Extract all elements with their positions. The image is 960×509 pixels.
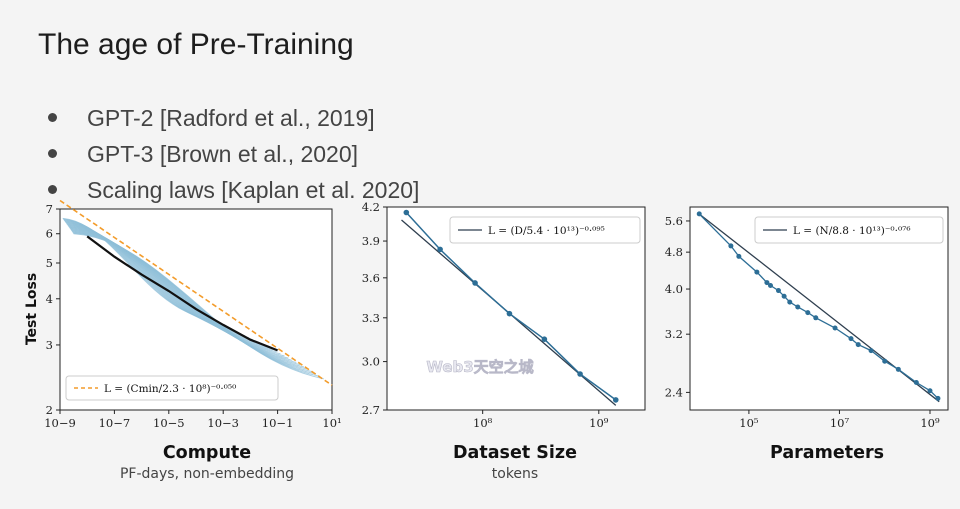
dataset-point: [612, 397, 619, 403]
parameters-y-tick-label: 4.8: [665, 245, 683, 259]
compute-y-tick-label: 4: [46, 292, 53, 306]
parameters-legend-text: L = (N/8.8 · 10¹³)⁻⁰·⁰⁷⁶: [793, 225, 911, 237]
parameters-point: [728, 243, 734, 249]
compute-learning-curve: [73, 233, 324, 380]
parameters-point: [787, 299, 793, 305]
parameters-point: [935, 395, 941, 401]
parameters-y-tick-label: 2.4: [665, 385, 683, 399]
parameters-point: [848, 336, 854, 342]
compute-legend-box: [65, 375, 279, 401]
parameters-y-tick-label: 4.0: [665, 282, 683, 296]
bullet-list: GPT-2 [Radford et al., 2019] GPT-3 [Brow…: [48, 102, 419, 210]
compute-frontier-line: [86, 235, 279, 352]
parameters-point: [913, 380, 919, 386]
dataset-chart: 10⁸ 10⁹ 4.2 3.9 3.6 3.3 3.0 2.7 L = (D/5.4 · 10…: [362, 200, 646, 482]
compute-x-label: Compute: [163, 443, 251, 463]
dataset-y-tick-label: 3.9: [362, 234, 380, 248]
watermark: Web3天空之城: [426, 358, 533, 376]
compute-y-tick-label: 3: [46, 338, 53, 352]
bullet-dot-icon: [48, 185, 57, 195]
compute-y-tick-label: 5: [46, 256, 53, 270]
parameters-y-tick-label: 3.2: [665, 327, 683, 341]
compute-x-sublabel: PF-days, non-embedding: [120, 466, 294, 482]
bullet-text: Scaling laws [Kaplan et al. 2020]: [87, 177, 420, 203]
dataset-x-tick-label: 10⁹: [589, 416, 609, 430]
dataset-point: [541, 336, 548, 342]
compute-x-tick-label: 10−1: [262, 416, 294, 430]
parameters-x-tick-label: 10⁵: [739, 416, 759, 430]
parameters-point: [795, 304, 801, 310]
parameters-point: [813, 315, 819, 321]
parameters-x-tick-label: 10⁷: [830, 416, 850, 430]
dataset-point: [577, 371, 583, 377]
dataset-legend-box: [449, 216, 641, 244]
dataset-legend-text: L = (D/5.4 · 10¹³)⁻⁰·⁰⁹⁵: [488, 225, 605, 237]
compute-ticks: 10−9 10−7 10−5 10−3 10−1 10¹ 7 6 5 4 3 2: [44, 202, 341, 430]
bullet-item: Scaling laws [Kaplan et al. 2020]: [48, 174, 419, 210]
parameters-point: [696, 211, 702, 217]
parameters-legend-box: [754, 216, 944, 244]
compute-x-tick-label: 10¹: [322, 416, 341, 430]
dataset-y-tick-label: 3.0: [362, 355, 380, 369]
parameters-y-tick-label: 5.6: [665, 214, 683, 228]
parameters-point: [781, 293, 787, 299]
dataset-y-tick-label: 4.2: [362, 200, 380, 214]
compute-frontier: [86, 235, 279, 352]
dataset-ticks: 10⁸ 10⁹ 4.2 3.9 3.6 3.3 3.0 2.7: [362, 200, 609, 430]
bullet-dot-icon: [48, 149, 57, 159]
bullet-item: GPT-2 [Radford et al., 2019]: [48, 102, 419, 138]
parameters-point: [764, 280, 770, 286]
parameters-point: [855, 342, 861, 348]
compute-fit: [59, 199, 333, 386]
dataset-y-tick-label: 2.7: [362, 403, 380, 417]
dataset-x-tick-label: 10⁸: [473, 416, 493, 430]
parameters-point: [868, 348, 874, 354]
compute-y-tick-label: 2: [46, 403, 53, 417]
compute-x-tick-label: 10−9: [44, 416, 76, 430]
dataset-y-tick-label: 3.6: [362, 271, 380, 285]
compute-x-tick-label: 10−3: [207, 416, 239, 430]
bullet-text: GPT-3 [Brown et al., 2020]: [87, 141, 359, 167]
compute-y-label: Test Loss: [24, 273, 40, 345]
compute-x-tick-label: 10−7: [99, 416, 131, 430]
parameters-point: [805, 310, 811, 316]
parameters-point: [832, 325, 838, 331]
parameters-point: [736, 253, 742, 259]
bullet-text: GPT-2 [Radford et al., 2019]: [87, 105, 375, 131]
dataset-x-label: Dataset Size: [453, 443, 577, 463]
dataset-point: [437, 246, 443, 253]
parameters-point: [775, 288, 781, 294]
bullet-item: GPT-3 [Brown et al., 2020]: [48, 138, 419, 174]
parameters-point: [882, 358, 888, 364]
parameters-point: [754, 269, 760, 275]
parameters-ticks: 10⁵ 10⁷ 10⁹ 5.6 4.8 4.0 3.2 2.4: [665, 214, 940, 430]
parameters-point: [767, 283, 773, 289]
compute-legend-text: L = (Cmin/2.3 · 10⁸)⁻⁰·⁰⁵⁰: [104, 383, 236, 395]
parameters-x-tick-label: 10⁹: [920, 416, 940, 430]
slide-title: The age of Pre-Training: [38, 28, 354, 61]
bullet-dot-icon: [48, 113, 57, 123]
dataset-points: [403, 209, 619, 403]
dataset-x-sublabel: tokens: [492, 466, 538, 482]
compute-legend: L = (Cmin/2.3 · 10⁸)⁻⁰·⁰⁵⁰: [65, 375, 279, 401]
dataset-y-tick-label: 3.3: [362, 311, 380, 325]
parameters-chart: 10⁵ 10⁷ 10⁹ 5.6 4.8 4.0 3.2 2.4 L = (N/8.8 · 10…: [665, 206, 949, 463]
parameters-points: [696, 211, 941, 401]
parameters-point: [927, 388, 933, 394]
dataset-legend: L = (D/5.4 · 10¹³)⁻⁰·⁰⁹⁵: [449, 216, 641, 244]
compute-y-tick-label: 6: [46, 227, 53, 241]
compute-fit-line: [59, 199, 333, 386]
parameters-point: [895, 366, 901, 372]
compute-x-tick-label: 10−5: [153, 416, 185, 430]
compute-y-tick-label: 7: [46, 202, 53, 216]
compute-chart: 10−9 10−7 10−5 10−3 10−1 10¹ 7 6 5 4 3 2 L = (Cmin/…: [24, 199, 342, 482]
parameters-legend: L = (N/8.8 · 10¹³)⁻⁰·⁰⁷⁶: [754, 216, 944, 244]
parameters-x-label: Parameters: [770, 443, 884, 463]
dataset-point: [403, 209, 410, 216]
dataset-point: [472, 280, 478, 286]
dataset-point: [506, 310, 513, 317]
